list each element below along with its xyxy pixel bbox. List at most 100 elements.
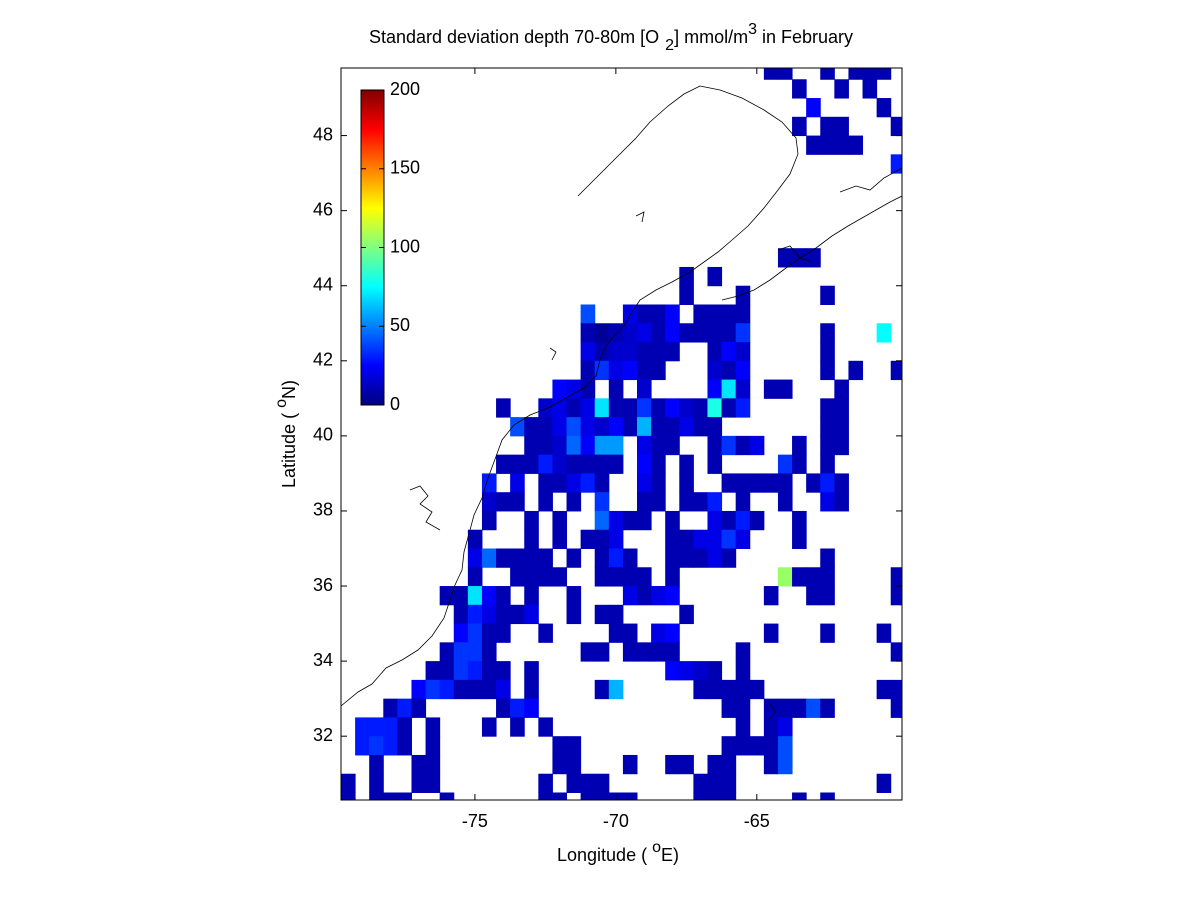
cell-layer — [341, 68, 902, 800]
cell — [693, 304, 708, 324]
cell — [580, 473, 596, 493]
cell — [538, 454, 553, 474]
cell — [735, 323, 751, 343]
cell — [608, 567, 624, 587]
cell — [608, 604, 624, 625]
cell — [806, 473, 821, 493]
cell — [834, 435, 849, 456]
cell — [651, 492, 666, 512]
y-tick-label: 48 — [313, 124, 333, 144]
cell — [820, 398, 835, 418]
cell — [777, 454, 793, 474]
cell — [481, 586, 497, 606]
cell — [594, 454, 610, 474]
cell — [792, 116, 807, 137]
cell — [369, 792, 384, 800]
cell — [383, 717, 398, 737]
cell — [496, 698, 511, 718]
cell — [608, 623, 624, 643]
cell — [679, 661, 694, 681]
cell — [411, 698, 427, 718]
cell — [679, 398, 694, 418]
cell — [411, 679, 427, 700]
y-tick-label: 46 — [313, 199, 333, 219]
cell — [552, 567, 568, 587]
cell — [707, 510, 723, 531]
cell — [594, 417, 610, 437]
cell — [792, 698, 807, 718]
cell — [566, 379, 582, 399]
cell — [679, 454, 694, 474]
cell — [735, 642, 751, 662]
cell — [820, 454, 835, 474]
cell — [665, 417, 680, 437]
cell — [594, 642, 610, 662]
y-tick-label: 34 — [313, 650, 333, 670]
cell — [749, 679, 765, 700]
cell — [524, 604, 539, 625]
cell — [481, 548, 497, 568]
cell — [651, 304, 666, 324]
cell — [848, 135, 864, 155]
cell — [510, 548, 525, 568]
cell — [524, 529, 539, 549]
cell — [693, 679, 708, 700]
cell — [721, 304, 737, 324]
cell — [566, 417, 582, 437]
cell — [580, 304, 596, 324]
cell — [453, 604, 469, 625]
cell — [383, 792, 398, 800]
cell — [524, 661, 539, 681]
cell — [777, 248, 793, 268]
cell — [637, 398, 652, 418]
cell — [792, 435, 807, 456]
cell — [707, 379, 723, 399]
cell — [820, 342, 835, 362]
cell — [735, 473, 751, 493]
cell — [481, 510, 497, 531]
cell — [496, 548, 511, 568]
cell — [707, 360, 723, 381]
cell — [735, 698, 751, 718]
cell — [806, 567, 821, 587]
cell — [679, 473, 694, 493]
cell — [594, 679, 610, 700]
cell — [763, 754, 779, 775]
cell — [524, 417, 539, 437]
cell — [496, 586, 511, 606]
cell — [453, 586, 469, 606]
cell — [707, 398, 723, 418]
cell — [665, 548, 680, 568]
cell — [693, 792, 708, 800]
cell — [651, 586, 666, 606]
cell — [763, 623, 779, 643]
cell — [735, 736, 751, 756]
cell — [637, 323, 652, 343]
cell — [637, 360, 652, 381]
cell — [369, 717, 384, 737]
cell — [876, 679, 892, 700]
cell — [651, 623, 666, 643]
cell — [820, 623, 835, 643]
cell — [637, 510, 652, 531]
cell — [777, 736, 793, 756]
cell — [622, 548, 638, 568]
x-tick-label: -75 — [462, 811, 488, 831]
colorbar-tick-label: 200 — [390, 79, 420, 99]
cell — [594, 773, 610, 793]
cell — [707, 417, 723, 437]
cell — [651, 417, 666, 437]
cell — [425, 661, 441, 681]
cell — [749, 510, 765, 531]
cell — [566, 473, 582, 493]
cell — [622, 623, 638, 643]
cell — [524, 586, 539, 606]
cell — [693, 417, 708, 437]
cell — [707, 661, 723, 681]
cell — [834, 116, 849, 137]
cell — [524, 679, 539, 700]
cell — [679, 604, 694, 625]
cell — [481, 717, 497, 737]
cell — [496, 454, 511, 474]
cell — [679, 285, 694, 305]
